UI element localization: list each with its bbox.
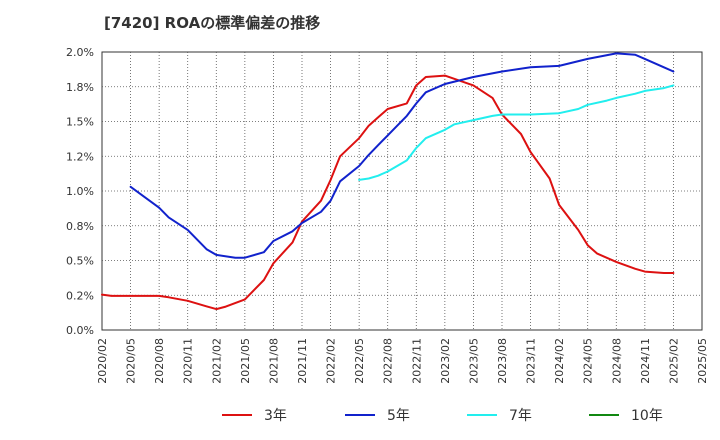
x-tick-label: 2020/05 xyxy=(125,338,138,384)
x-tick-label: 2025/05 xyxy=(696,338,709,384)
y-tick-label: 2.0% xyxy=(66,46,94,59)
x-tick-label: 2023/11 xyxy=(525,338,538,384)
x-tick-label: 2022/05 xyxy=(353,338,366,384)
series-line-1 xyxy=(101,74,675,311)
x-tick-label: 2023/05 xyxy=(467,338,480,384)
x-tick-label: 2022/11 xyxy=(410,338,423,384)
series-line-3 xyxy=(358,84,675,181)
x-tick-label: 2021/11 xyxy=(296,338,309,384)
x-tick-label: 2021/05 xyxy=(239,338,252,384)
x-tick-label: 2024/02 xyxy=(553,338,566,384)
y-tick-label: 1.5% xyxy=(66,116,94,129)
legend-label: 5年 xyxy=(387,408,410,424)
x-tick-label: 2022/02 xyxy=(325,338,338,384)
x-tick-label: 2021/08 xyxy=(267,338,280,384)
y-tick-label: 1.0% xyxy=(66,185,94,198)
y-tick-label: 0.5% xyxy=(66,255,94,268)
legend-label: 7年 xyxy=(509,408,532,424)
legend-label: 10年 xyxy=(631,408,663,424)
legend-label: 3年 xyxy=(264,408,287,424)
y-axis-ticks: 0.0% 0.2% 0.5% 0.8% 1.0% 1.2% 1.5% 1.8% 2.0% xyxy=(66,46,94,337)
y-tick-label: 1.8% xyxy=(66,81,94,94)
x-tick-label: 2020/11 xyxy=(182,338,195,384)
x-tick-label: 2020/08 xyxy=(153,338,166,384)
legend: 3年 5年 7年 10年 xyxy=(222,408,663,424)
x-tick-label: 2023/08 xyxy=(496,338,509,384)
y-tick-label: 1.2% xyxy=(66,150,94,163)
x-tick-label: 2025/02 xyxy=(667,338,680,384)
chart-title: [7420] ROAの標準偏差の推移 xyxy=(104,14,320,32)
x-tick-label: 2022/08 xyxy=(382,338,395,384)
y-tick-label: 0.0% xyxy=(66,324,94,337)
x-tick-label: 2021/02 xyxy=(210,338,223,384)
x-tick-label: 2024/11 xyxy=(639,338,652,384)
grid xyxy=(102,52,702,330)
series-lines xyxy=(101,52,675,311)
x-tick-label: 2024/08 xyxy=(610,338,623,384)
series-line-2 xyxy=(129,52,675,259)
x-tick-label: 2023/02 xyxy=(439,338,452,384)
x-axis-ticks: 2020/02 2020/05 2020/08 2020/11 2021/02 2021/… xyxy=(96,338,709,384)
y-tick-label: 0.8% xyxy=(66,220,94,233)
x-tick-label: 2020/02 xyxy=(96,338,109,384)
x-tick-label: 2024/05 xyxy=(582,338,595,384)
y-tick-label: 0.2% xyxy=(66,289,94,302)
